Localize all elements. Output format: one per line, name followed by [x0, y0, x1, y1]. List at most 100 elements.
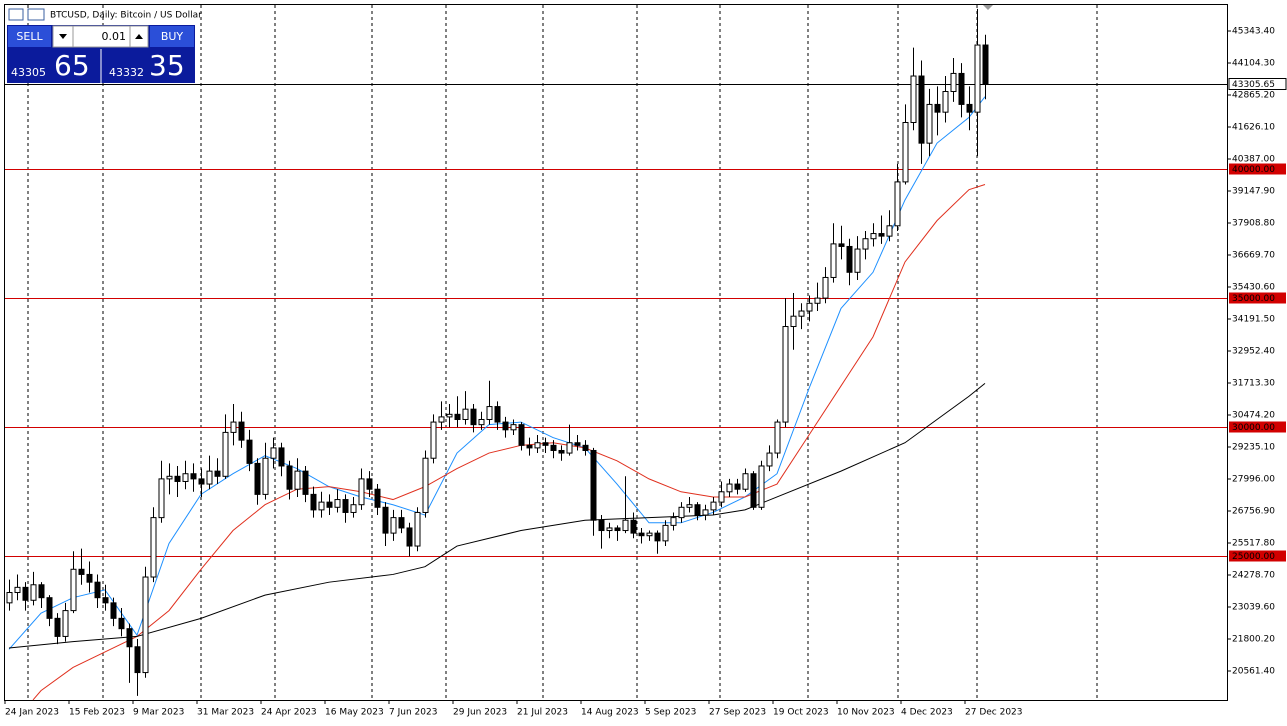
buy-label[interactable]: BUY [161, 30, 184, 43]
candle-body [846, 245, 853, 273]
y-tick-label: 44104.30 [1232, 58, 1275, 68]
y-tick-label: 42865.20 [1232, 90, 1275, 100]
candle-body [614, 527, 621, 532]
candle-body [150, 517, 157, 578]
candle-body [126, 628, 133, 648]
sell-label[interactable]: SELL [16, 30, 43, 43]
candle-body [182, 473, 189, 482]
icon[interactable] [27, 8, 45, 21]
buy-price[interactable]: 43332 [109, 66, 144, 79]
candle-body [510, 424, 517, 431]
candle-body [630, 519, 637, 534]
candle-body [526, 444, 533, 449]
level-label-box [1229, 292, 1286, 304]
candle-body [766, 452, 773, 467]
candle-body [822, 276, 829, 299]
candle-body [54, 617, 61, 637]
sell-button[interactable] [8, 26, 51, 47]
candle-body [270, 447, 277, 459]
candle-body [318, 501, 325, 511]
candle-body [966, 103, 973, 113]
candle-body [726, 483, 733, 493]
candle-body [622, 519, 629, 532]
volume-value[interactable]: 0.01 [102, 30, 127, 43]
candle-body [406, 527, 413, 547]
y-tick-label: 29235.10 [1232, 442, 1275, 452]
candle-body [542, 442, 549, 446]
y-tick-label: 40387.00 [1232, 154, 1275, 164]
candle-body [246, 439, 253, 464]
candle-body [598, 519, 605, 532]
candle-body [86, 573, 93, 583]
candle-body [382, 506, 389, 534]
buy-button[interactable] [150, 26, 194, 47]
candle-body [118, 617, 125, 630]
candle-body [22, 586, 29, 601]
y-tick-label: 20561.40 [1232, 666, 1275, 676]
candle-body [734, 483, 741, 490]
candle-body [518, 424, 525, 446]
candle-body [230, 421, 237, 433]
buy-price-big[interactable]: 35 [149, 49, 185, 82]
candle-body [350, 504, 357, 513]
candle-body [950, 72, 957, 93]
candle-body [198, 478, 205, 485]
candle-body [574, 442, 581, 446]
candle-body [862, 238, 869, 250]
candle-body [206, 470, 213, 485]
candle-body [166, 475, 173, 480]
candle-body [798, 310, 805, 317]
y-tick-label: 23039.60 [1232, 602, 1275, 612]
level-label: 25000.00 [1232, 552, 1275, 562]
y-tick-label: 39147.90 [1232, 186, 1275, 196]
y-tick-label: 30474.20 [1232, 410, 1275, 420]
x-tick-label: 7 Jun 2023 [389, 708, 437, 718]
x-tick-label: 31 Mar 2023 [197, 708, 254, 718]
candle-body [550, 444, 557, 451]
candle-body [790, 315, 797, 328]
icon[interactable] [8, 8, 24, 21]
candle-body [494, 406, 501, 423]
candle-body [958, 72, 965, 105]
candle-body [662, 524, 669, 542]
candle-body [886, 225, 893, 237]
price-label: 43305.65 [1232, 80, 1275, 90]
level-label-box [1229, 550, 1286, 562]
plot [5, 8, 1227, 701]
candle-body [94, 581, 101, 599]
candle-body [446, 413, 453, 418]
candle-body [926, 103, 933, 144]
candle-body [142, 576, 149, 674]
candle-body [806, 302, 813, 312]
x-tick-label: 15 Feb 2023 [69, 708, 125, 718]
candle-body [110, 602, 117, 619]
candle-body [30, 584, 37, 601]
candle-body [302, 470, 309, 495]
chart-title: BTCUSD, Daily: Bitcoin / US Dollar [50, 11, 202, 21]
candle-body [486, 406, 493, 420]
y-tick-label: 36669.70 [1232, 250, 1275, 260]
candle-body [982, 44, 989, 85]
candle-body [478, 418, 485, 426]
candle-body [70, 568, 77, 612]
sell-price-big[interactable]: 65 [54, 49, 90, 82]
level-label: 30000.00 [1232, 423, 1275, 433]
candle-body [62, 610, 69, 637]
candle-body [838, 243, 845, 247]
candle-body [398, 517, 405, 529]
candle-body [934, 103, 941, 113]
x-tick-label: 24 Apr 2023 [261, 708, 317, 718]
candle-body [582, 444, 589, 451]
candle-body [646, 532, 653, 537]
candle-body [78, 568, 85, 575]
sell-price[interactable]: 43305 [11, 66, 46, 79]
candle-body [750, 473, 757, 508]
candle-body [254, 462, 261, 495]
y-tick-label: 35430.60 [1232, 282, 1275, 292]
candle-body [606, 527, 613, 532]
candle-body [38, 584, 45, 599]
x-tick-label: 27 Dec 2023 [965, 708, 1023, 718]
candle-body [374, 488, 381, 508]
y-tick-label: 21800.20 [1232, 634, 1275, 644]
candle-body [470, 408, 477, 426]
